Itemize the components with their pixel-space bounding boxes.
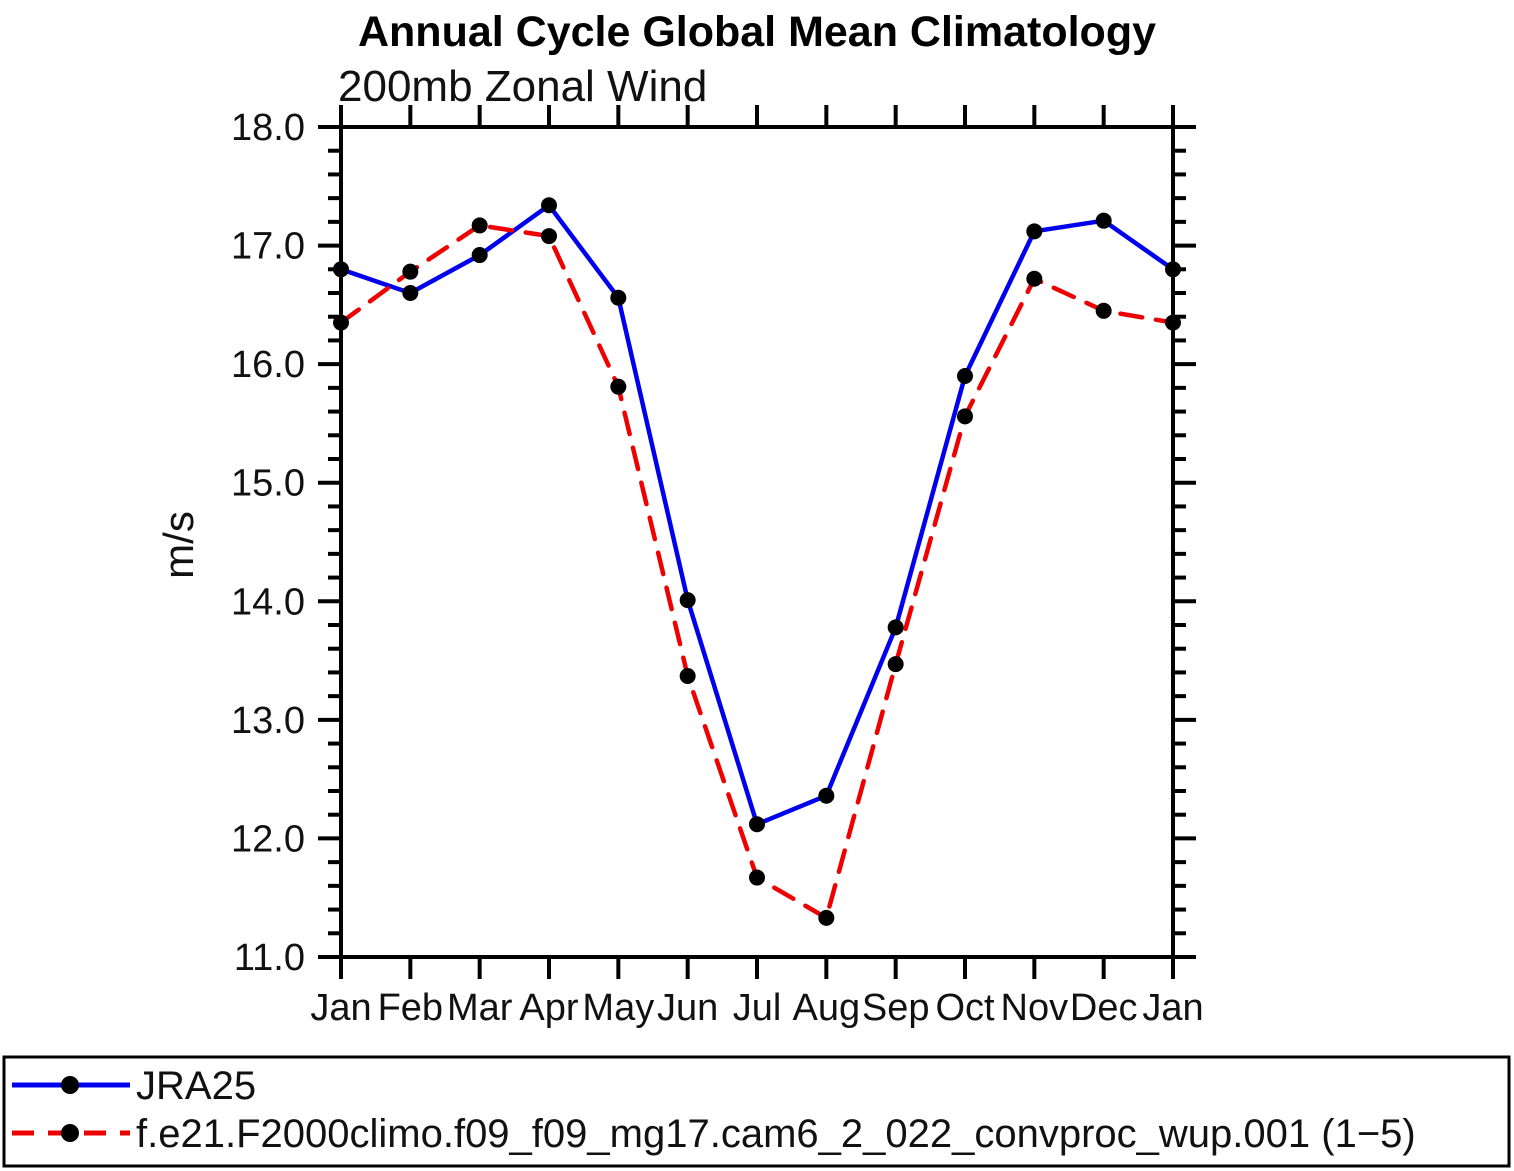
- x-tick-label: Apr: [519, 987, 578, 1029]
- y-tick-label: 13.0: [231, 700, 305, 742]
- data-point-marker: [749, 816, 765, 833]
- legend-label-model: f.e21.F2000climo.f09_f09_mg17.cam6_2_022…: [136, 1112, 1416, 1156]
- x-tick-label: Sep: [862, 987, 930, 1029]
- legend-samples: [12, 1076, 130, 1142]
- series-line-1: [338, 223, 1176, 921]
- data-point-marker: [957, 368, 973, 384]
- data-point-marker: [679, 667, 696, 684]
- legend-border: [2, 1055, 1511, 1168]
- data-point-marker: [1165, 314, 1181, 331]
- data-point-marker: [541, 228, 557, 245]
- x-tick-label: Jan: [310, 987, 371, 1029]
- x-tick-label: May: [582, 987, 654, 1029]
- legend-sample-marker-0: [61, 1076, 79, 1094]
- data-point-marker: [679, 592, 696, 609]
- data-point-marker: [1165, 261, 1181, 278]
- series-layer: [333, 197, 1181, 926]
- data-point-marker: [818, 909, 835, 926]
- y-tick-label: 18.0: [231, 107, 305, 149]
- legend-label-jra25: JRA25: [136, 1064, 256, 1108]
- y-tick-label: 12.0: [231, 818, 305, 860]
- x-tick-label: Mar: [447, 987, 513, 1029]
- data-point-marker: [749, 869, 765, 886]
- y-tick-label: 17.0: [231, 226, 305, 268]
- chart-title: Annual Cycle Global Mean Climatology: [358, 8, 1156, 56]
- x-tick-label: Oct: [935, 987, 995, 1029]
- data-point-marker: [610, 289, 627, 306]
- data-point-marker: [471, 217, 488, 234]
- data-point-marker: [610, 378, 627, 395]
- data-point-marker: [333, 314, 349, 331]
- x-tick-label: Jun: [657, 987, 718, 1029]
- y-tick-label: 15.0: [231, 463, 305, 505]
- legend-box: JRA25 f.e21.F2000climo.f09_f09_mg17.cam6…: [2, 1055, 1511, 1168]
- chart-subtitle: 200mb Zonal Wind: [338, 62, 707, 111]
- data-point-marker: [887, 656, 904, 673]
- x-tick-label: Dec: [1070, 987, 1138, 1029]
- data-point-marker: [333, 261, 349, 278]
- legend-sample-marker-1: [61, 1124, 79, 1142]
- x-tick-label: Nov: [1001, 987, 1069, 1029]
- y-tick-label: 11.0: [234, 937, 305, 979]
- y-tick-label: 14.0: [231, 581, 305, 623]
- x-tick-label: Aug: [793, 987, 861, 1029]
- y-axis-label: m/s: [155, 511, 202, 579]
- data-point-marker: [1095, 302, 1112, 319]
- x-tick-label: Jan: [1142, 987, 1203, 1029]
- data-point-marker: [1026, 270, 1043, 287]
- plot-frame: [339, 125, 1175, 959]
- data-point-marker: [402, 285, 419, 301]
- x-tick-label: Jul: [733, 987, 782, 1029]
- data-point-marker: [1095, 212, 1112, 229]
- data-point-marker: [887, 619, 904, 636]
- series-line-0: [338, 203, 1176, 827]
- data-point-marker: [1026, 223, 1043, 240]
- data-point-marker: [818, 787, 835, 804]
- data-point-marker: [471, 247, 488, 264]
- y-tick-label: 16.0: [231, 344, 305, 386]
- x-tick-label: Feb: [378, 987, 443, 1029]
- data-point-marker: [541, 197, 557, 214]
- data-point-marker: [402, 263, 419, 280]
- data-point-marker: [957, 408, 973, 425]
